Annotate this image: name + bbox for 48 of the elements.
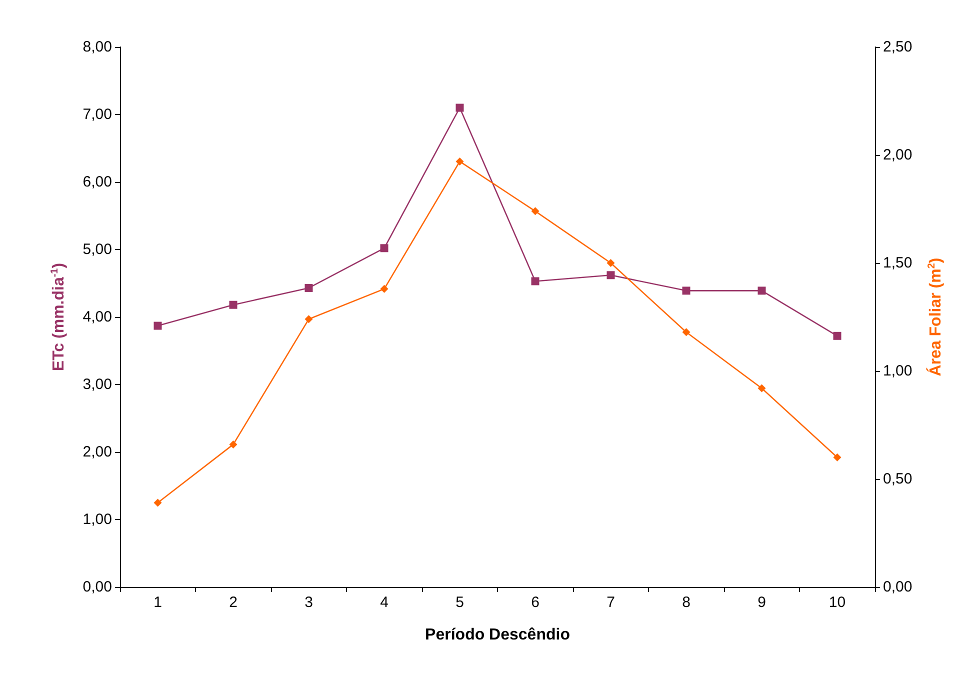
point [456, 157, 464, 166]
point [154, 322, 162, 330]
point [229, 440, 238, 448]
y-tick-label: 3,00 [82, 376, 112, 393]
point [380, 244, 388, 252]
y2-axis-title: Área Foliar (m2) [926, 258, 944, 376]
point [682, 286, 690, 295]
y2-tick-label: 0,50 [883, 470, 912, 488]
x-axis-title: Período Descêndio [425, 626, 570, 644]
point [229, 300, 238, 309]
y2-tick-label: 1,50 [883, 254, 912, 272]
y-tick-label: 6,00 [82, 174, 112, 190]
x-tick-label: 3 [304, 594, 313, 611]
x-tick-label: 7 [606, 594, 615, 611]
point [531, 277, 540, 286]
point [380, 284, 388, 293]
point [456, 104, 464, 112]
point [606, 271, 615, 280]
x-tick-label: 2 [229, 594, 238, 611]
x-tick-label: 4 [380, 594, 388, 611]
y-tick-label: 7,00 [82, 106, 112, 123]
point [531, 207, 540, 216]
x-tick-label: 5 [456, 594, 464, 611]
y-tick-label: 2,00 [82, 444, 112, 460]
point [833, 332, 842, 340]
y-tick-label: 1,00 [82, 511, 112, 528]
point [758, 384, 766, 392]
y-tick-label: 0,00 [82, 578, 112, 596]
y-tick-label: 5,00 [82, 241, 112, 258]
point [833, 453, 842, 462]
y2-tick-label: 2,00 [883, 146, 912, 164]
point [304, 284, 313, 292]
y-tick-label: 8,00 [82, 38, 112, 56]
x-tick-label: 10 [828, 594, 846, 611]
x-tick-label: 6 [531, 594, 540, 611]
y2-tick-label: 0,00 [883, 578, 912, 596]
point [304, 315, 313, 324]
x-tick-label: 8 [682, 594, 690, 611]
y-tick-label: 4,00 [82, 308, 112, 326]
y2-tick-label: 2,50 [883, 38, 912, 56]
x-tick-label: 1 [154, 594, 162, 611]
point [154, 498, 162, 507]
y-axis-title: ETc (mm.dia-1) [50, 262, 68, 372]
point [682, 328, 690, 336]
point [606, 259, 615, 267]
point [758, 286, 766, 295]
y2-tick-label: 1,00 [883, 362, 912, 380]
x-tick-label: 9 [758, 594, 766, 611]
